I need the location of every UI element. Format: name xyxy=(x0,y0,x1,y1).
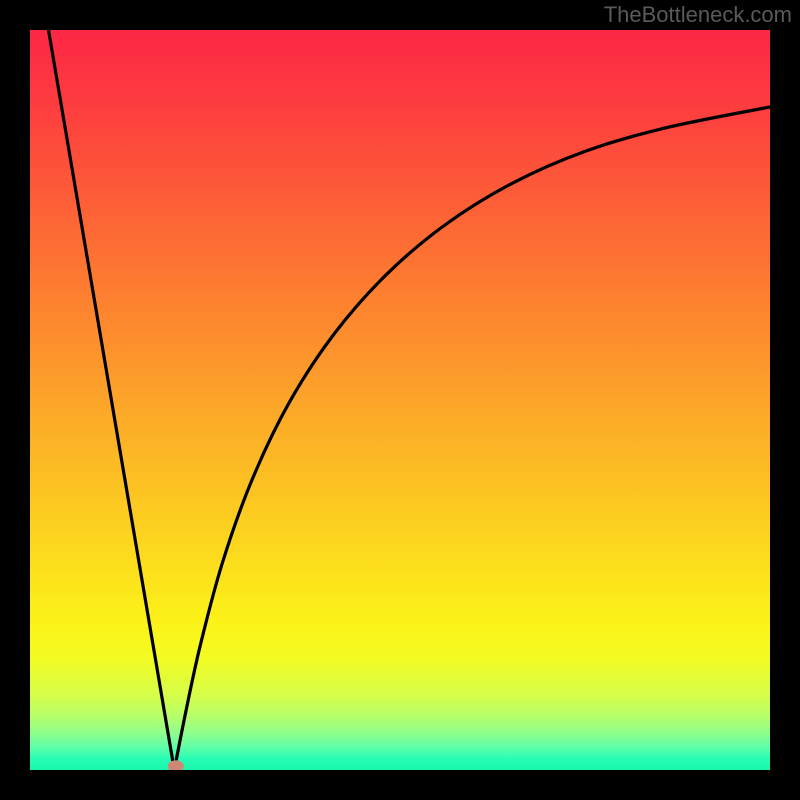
watermark-text: TheBottleneck.com xyxy=(604,2,792,28)
chart-container: TheBottleneck.com xyxy=(0,0,800,800)
plot-background xyxy=(30,30,770,770)
bottleneck-chart xyxy=(0,0,800,800)
